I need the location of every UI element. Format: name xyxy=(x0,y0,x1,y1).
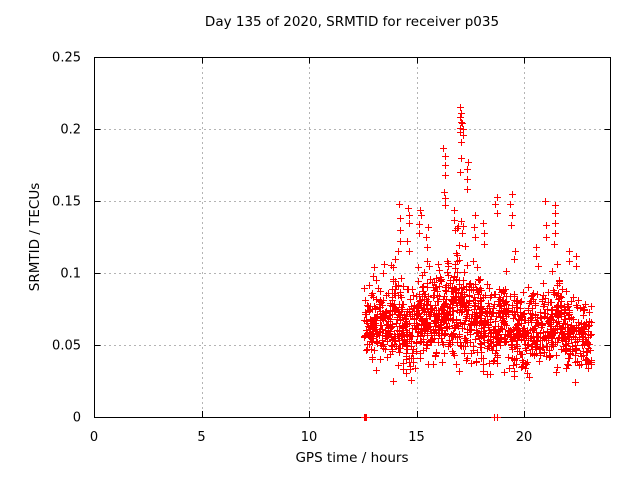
y-tick-label: 0 xyxy=(73,411,81,426)
x-axis-label: GPS time / hours xyxy=(295,450,409,466)
y-tick-label: 0.05 xyxy=(52,339,81,354)
chart-title: Day 135 of 2020, SRMTID for receiver p03… xyxy=(204,14,500,30)
tick-marks xyxy=(94,57,611,418)
x-tick-label: 20 xyxy=(516,430,533,445)
y-tick-label: 0.1 xyxy=(60,267,81,282)
y-tick-label: 0.15 xyxy=(52,195,81,210)
x-tick-label: 15 xyxy=(408,430,425,445)
data-points xyxy=(361,104,595,421)
y-tick-label: 0.2 xyxy=(60,123,81,138)
plot-border xyxy=(94,57,611,418)
y-tick-label: 0.25 xyxy=(52,51,81,66)
x-tick-label: 5 xyxy=(197,430,205,445)
x-tick-label: 10 xyxy=(301,430,318,445)
x-tick-label: 0 xyxy=(90,430,98,445)
